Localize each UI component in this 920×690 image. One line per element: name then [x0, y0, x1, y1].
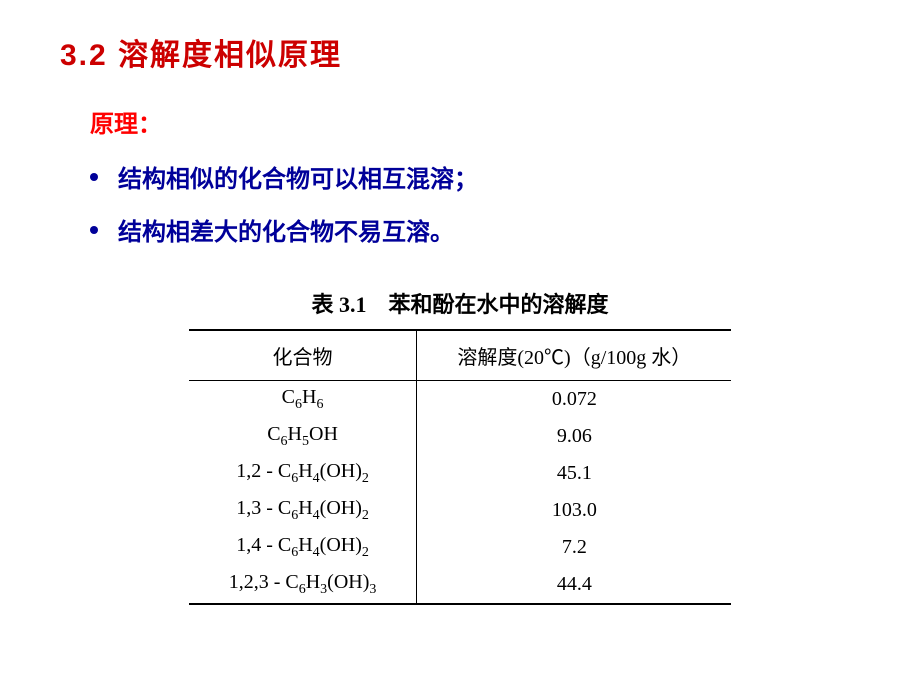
bullet-icon [90, 226, 98, 234]
compound-cell: 1,4 - C6H4(OH)2 [189, 529, 417, 566]
table-header-row: 化合物 溶解度(20℃)（g/100g 水） [189, 330, 732, 381]
table-caption-title: 苯和酚在水中的溶解度 [389, 292, 609, 317]
solubility-table: 化合物 溶解度(20℃)（g/100g 水） C6H60.072C6H5OH9.… [189, 329, 732, 605]
table-row: 1,3 - C6H4(OH)2103.0 [189, 492, 732, 529]
principle-label: 原理： [60, 104, 860, 139]
compound-cell: 1,3 - C6H4(OH)2 [189, 492, 417, 529]
compound-cell: C6H6 [189, 381, 417, 419]
table-row: C6H60.072 [189, 381, 732, 419]
table-caption-number: 表 3.1 [311, 292, 366, 317]
table-row: 1,2,3 - C6H3(OH)344.4 [189, 566, 732, 604]
bullet-text: 结构相差大的化合物不易互溶。 [118, 212, 454, 247]
table-header-solubility: 溶解度(20℃)（g/100g 水） [417, 330, 731, 381]
compound-cell: 1,2,3 - C6H3(OH)3 [189, 566, 417, 604]
bullet-point-2: 结构相差大的化合物不易互溶。 [60, 212, 860, 247]
table-container: 表 3.1 苯和酚在水中的溶解度 化合物 溶解度(20℃)（g/100g 水） … [60, 287, 860, 605]
solubility-cell: 7.2 [417, 529, 731, 566]
section-title-text: 溶解度相似原理 [118, 39, 342, 72]
table-caption: 表 3.1 苯和酚在水中的溶解度 [189, 287, 732, 319]
solubility-cell: 9.06 [417, 418, 731, 455]
solubility-cell: 45.1 [417, 455, 731, 492]
table-header-compound: 化合物 [189, 330, 417, 381]
solubility-cell: 0.072 [417, 381, 731, 419]
compound-cell: 1,2 - C6H4(OH)2 [189, 455, 417, 492]
bullet-text: 结构相似的化合物可以相互混溶； [118, 159, 478, 194]
solubility-cell: 44.4 [417, 566, 731, 604]
table-row: 1,4 - C6H4(OH)27.2 [189, 529, 732, 566]
section-number: 3.2 [60, 39, 108, 72]
bullet-point-1: 结构相似的化合物可以相互混溶； [60, 159, 860, 194]
compound-cell: C6H5OH [189, 418, 417, 455]
table-body: C6H60.072C6H5OH9.061,2 - C6H4(OH)245.11,… [189, 381, 732, 605]
table-row: C6H5OH9.06 [189, 418, 732, 455]
table-row: 1,2 - C6H4(OH)245.1 [189, 455, 732, 492]
bullet-icon [90, 173, 98, 181]
solubility-cell: 103.0 [417, 492, 731, 529]
section-title: 3.2 溶解度相似原理 [60, 30, 860, 74]
